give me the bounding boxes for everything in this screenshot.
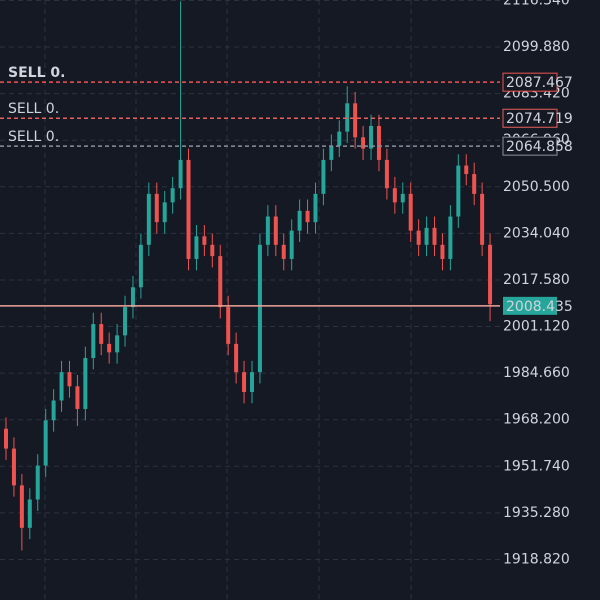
- candle-body: [416, 230, 421, 245]
- candle-body: [345, 103, 350, 132]
- candle-body: [353, 103, 358, 138]
- candle-body: [35, 465, 40, 500]
- candle-body: [146, 193, 151, 245]
- candle-body: [313, 193, 318, 223]
- candle-body: [424, 227, 429, 245]
- current-price-tag: [503, 296, 557, 315]
- candle-body: [162, 202, 167, 223]
- price-tag: [502, 108, 558, 128]
- candle-body: [19, 485, 24, 528]
- order-label: SELL 0.: [8, 101, 59, 117]
- candle-body: [59, 372, 64, 401]
- y-tick-label: 1984.660: [503, 365, 570, 381]
- candle-body: [178, 159, 183, 189]
- candle-body: [107, 343, 112, 353]
- candle-body: [83, 358, 88, 409]
- candle-body: [376, 125, 381, 160]
- candle-body: [67, 372, 72, 387]
- time-grid: [44, 0, 412, 600]
- candle-body: [281, 244, 286, 259]
- order-label: SELL 0.: [8, 65, 65, 81]
- candle-body: [472, 174, 477, 194]
- candle-body: [99, 324, 104, 344]
- candle-body: [11, 448, 16, 486]
- candle-body: [265, 216, 270, 245]
- y-tick-label: 2001.120: [503, 319, 570, 335]
- current-price-label: 2008.435: [506, 299, 573, 315]
- y-tick-label: 1951.740: [503, 458, 570, 474]
- candle-body: [226, 307, 231, 344]
- candle-body: [464, 165, 469, 175]
- candle-body: [400, 193, 405, 203]
- candle-body: [123, 307, 128, 336]
- y-tick-label: 1968.200: [503, 412, 570, 428]
- y-tick-label: 2017.580: [503, 272, 570, 288]
- candle-body: [75, 386, 80, 409]
- price-tag: [502, 72, 558, 92]
- candle-body: [337, 131, 342, 146]
- candle-body: [242, 372, 247, 392]
- candle-body: [440, 244, 445, 259]
- price-tag-label: 2064.858: [506, 139, 573, 155]
- candle-body: [51, 400, 56, 421]
- y-tick-label: 2116.340: [503, 0, 570, 8]
- candle-body: [392, 188, 397, 203]
- candle-body: [289, 230, 294, 259]
- y-tick-label: 2050.500: [503, 179, 570, 195]
- order-label: SELL 0.: [8, 129, 59, 145]
- candle-body: [361, 137, 366, 149]
- candle-body: [27, 499, 32, 528]
- candle-body: [4, 428, 8, 449]
- candle-body: [480, 193, 485, 245]
- candle-body: [234, 343, 239, 373]
- candle-body: [130, 287, 135, 308]
- candle-body: [210, 244, 215, 257]
- y-tick-label: 2034.040: [503, 225, 570, 241]
- candle-body: [91, 324, 96, 359]
- candle-body: [202, 236, 207, 245]
- y-tick-label: 1918.820: [503, 551, 570, 567]
- candle-body: [250, 372, 254, 392]
- candle-body: [305, 210, 310, 223]
- candle-body: [43, 420, 48, 466]
- candle-body: [448, 216, 453, 259]
- candle-body: [488, 244, 493, 305]
- candle-body: [329, 145, 334, 160]
- candle-body: [321, 159, 326, 194]
- price-tag: [502, 136, 558, 156]
- price-tag-label: 2074.719: [506, 111, 573, 127]
- y-tick-label: 1935.280: [503, 505, 570, 521]
- candle-body: [456, 165, 461, 217]
- candle-body: [218, 256, 223, 308]
- y-tick-label: 2099.880: [503, 39, 570, 55]
- candle-body: [257, 244, 262, 373]
- candle-body: [194, 236, 199, 259]
- candle-body: [384, 159, 389, 189]
- candle-body: [432, 227, 437, 245]
- candle-body: [138, 244, 143, 288]
- candle-body: [186, 159, 191, 259]
- candle-body: [297, 210, 302, 231]
- candle-body: [408, 193, 413, 231]
- candle-body: [273, 216, 278, 245]
- candle-body: [115, 335, 120, 353]
- candle-body: [170, 188, 175, 203]
- candle-body: [154, 193, 159, 223]
- price-tag-label: 2087.467: [506, 75, 573, 91]
- candle-body: [369, 125, 374, 149]
